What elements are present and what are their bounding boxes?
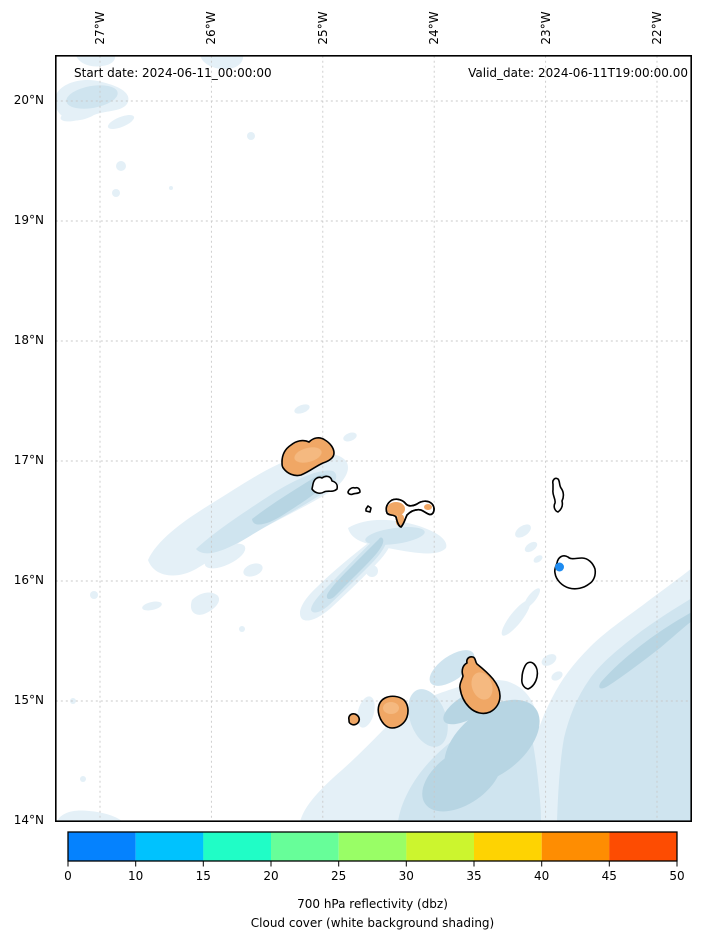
island-highlight	[294, 447, 322, 463]
colorbar-tick-label: 25	[331, 869, 347, 883]
cloud-blob	[523, 588, 541, 608]
cloud-blob	[294, 404, 310, 414]
lon-tick-label: 26°W	[204, 11, 218, 45]
cloud-blob	[422, 744, 502, 812]
cloud-band-nw-dark	[252, 474, 329, 525]
lon-tick-label: 22°W	[650, 11, 664, 45]
colorbar-segment	[609, 832, 677, 861]
cloud-blob	[70, 698, 76, 704]
cloud-blob	[60, 106, 96, 122]
colorbar-segment	[406, 832, 474, 861]
cloud-blob	[243, 563, 263, 577]
cloud-blob	[408, 689, 448, 747]
lat-tick-label: 19°N	[13, 213, 44, 227]
plot-title-valid-date: Valid_date: 2024-06-11T19:00:00.00	[468, 66, 688, 80]
island-outline-raso	[365, 505, 372, 513]
island-highlight	[383, 702, 399, 714]
cloud-blob	[57, 810, 123, 822]
island-highlights	[294, 447, 493, 714]
lat-tick-label: 15°N	[13, 693, 44, 707]
cloud-blob	[90, 591, 98, 599]
lat-tick-label: 16°N	[13, 573, 44, 587]
lat-tick-label: 18°N	[13, 333, 44, 347]
cloud-blob	[200, 55, 244, 70]
cloud-blob	[116, 161, 126, 171]
cloud-blob	[551, 671, 563, 681]
location-marker-dot	[555, 562, 564, 572]
cloud-blob	[190, 592, 220, 615]
island-reflectivity-overlay	[387, 502, 432, 526]
colorbar-segment	[135, 832, 204, 861]
colorbar-label: 700 hPa reflectivity (dbz)	[297, 897, 448, 911]
lon-tick-label: 23°W	[539, 11, 553, 45]
islands-layer	[281, 437, 597, 729]
cloud-blob	[515, 524, 531, 538]
cloud-blob	[524, 541, 538, 553]
cloud-blob	[66, 85, 118, 109]
colorbar-segment	[271, 832, 339, 861]
cloud-blob	[429, 650, 475, 686]
colorbar-segment	[203, 832, 271, 861]
colorbar-ticks	[67, 861, 678, 867]
colorbar-segment	[68, 832, 136, 861]
cloud-blob	[204, 543, 246, 569]
lon-tick-label: 25°W	[316, 11, 330, 45]
colorbar	[67, 831, 678, 867]
colorbar-tick-label: 35	[466, 869, 482, 883]
lat-tick-label: 17°N	[13, 453, 44, 467]
map-border	[54, 54, 693, 823]
colorbar-segment	[541, 832, 610, 861]
island-outline-sal	[552, 477, 565, 513]
island-outline-brava	[348, 713, 361, 726]
cloud-wedge-se-core	[557, 598, 692, 822]
cloud-blob	[366, 565, 378, 577]
cloud-blob	[533, 555, 543, 563]
cloud-blob	[247, 132, 255, 140]
cloud-blob	[239, 626, 245, 632]
cloud-streak-mid-dark	[326, 537, 384, 600]
colorbar-tick-label: 45	[601, 869, 617, 883]
island-outline-boa-vista	[553, 555, 597, 590]
colorbar-sublabel: Cloud cover (white background shading)	[250, 916, 495, 930]
lon-tick-label: 24°W	[427, 11, 441, 45]
colorbar-frame	[67, 831, 678, 862]
island-outline-santa-luzia	[347, 486, 361, 496]
plot-title-start-date: Start date: 2024-06-11_00:00:00	[74, 66, 272, 80]
lon-tick-label: 27°W	[93, 11, 107, 45]
cloud-blob	[541, 654, 557, 666]
cloud-blob	[76, 55, 116, 67]
cloud-blob	[107, 115, 135, 129]
cloud-blob	[80, 776, 86, 782]
island-outline-maio	[521, 661, 539, 690]
lat-tick-label: 20°N	[13, 93, 44, 107]
colorbar-tick-label: 20	[263, 869, 279, 883]
colorbar-tick-label: 10	[128, 869, 144, 883]
reflectivity-patch	[424, 504, 432, 510]
cloud-blob	[112, 189, 120, 197]
colorbar-segment	[474, 832, 542, 861]
cloud-blob	[343, 432, 357, 442]
colorbar-segment	[338, 832, 407, 861]
island-highlight	[471, 672, 493, 700]
colorbar-tick-label: 0	[64, 869, 72, 883]
colorbar-tick-label: 15	[195, 869, 211, 883]
colorbar-tick-label: 40	[534, 869, 550, 883]
cloud-blob	[169, 186, 173, 190]
cloud-shading-layer	[55, 55, 692, 822]
cloud-wedge-se-streak	[599, 612, 692, 689]
colorbar-tick-label: 50	[669, 869, 685, 883]
cloud-blob	[501, 600, 531, 636]
cloud-blob	[142, 601, 162, 611]
reflectivity-patch	[387, 502, 405, 516]
island-outline-sao-vicente	[311, 475, 339, 495]
cloud-blob	[357, 696, 375, 728]
colorbar-tick-label: 30	[398, 869, 414, 883]
island-outline-sao-nicolau-restroke	[385, 498, 435, 528]
lat-tick-label: 14°N	[13, 813, 44, 827]
